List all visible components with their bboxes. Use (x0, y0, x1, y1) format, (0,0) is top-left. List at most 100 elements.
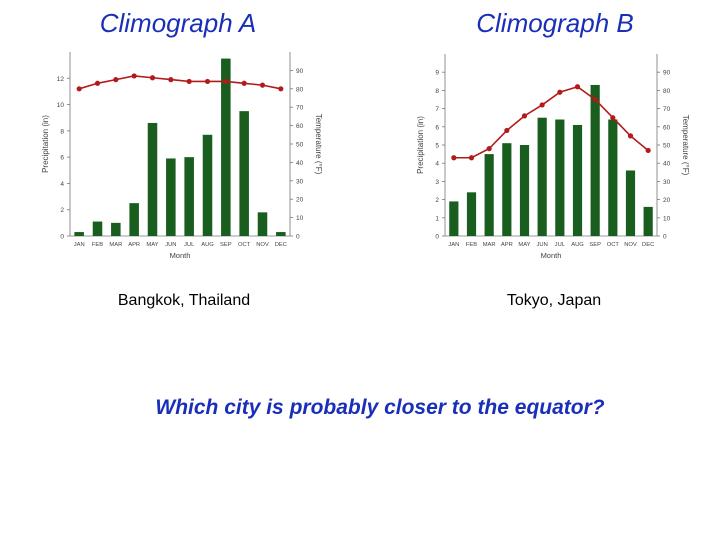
left-axis-title: Precipitation (in) (416, 116, 425, 174)
temperature-point (241, 80, 247, 86)
precipitation-bar (166, 158, 176, 236)
right-tick-label: 80 (296, 86, 304, 93)
temperature-point (592, 96, 598, 103)
month-tick-label: MAY (518, 242, 530, 248)
temperature-line (453, 85, 649, 159)
right-tick-label: 70 (663, 106, 671, 113)
precipitation-bar (147, 122, 158, 236)
month-tick-label: FEB (466, 242, 477, 248)
precipitation-bar (184, 157, 194, 236)
temperature-point (278, 86, 284, 92)
left-tick-label: 2 (435, 197, 439, 204)
right-tick-label: 30 (296, 178, 304, 185)
month-tick-label: AUG (201, 242, 214, 248)
right-tick-label: 60 (663, 124, 671, 131)
month-tick-label: NOV (256, 242, 269, 248)
precipitation-bar (276, 232, 286, 236)
left-tick-label: 0 (435, 234, 439, 241)
temperature-point (204, 78, 211, 85)
climograph-a-title: Climograph A (99, 8, 257, 38)
temperature-point (645, 147, 651, 154)
temperature-point (149, 75, 156, 81)
left-tick-label: 1 (435, 215, 439, 222)
precipitation-bar (221, 58, 231, 236)
month-tick-label: MAR (109, 242, 122, 248)
climograph-b-city-label: Tokyo, Japan (506, 292, 602, 309)
left-tick-label: 5 (435, 143, 439, 150)
month-tick-label: JUL (555, 242, 566, 248)
month-tick-label: DEC (275, 242, 287, 248)
right-tick-label: 10 (296, 215, 304, 222)
left-tick-label: 10 (57, 102, 65, 109)
month-tick-label: JUN (537, 242, 548, 248)
left-tick-label: 8 (435, 88, 439, 95)
precipitation-bar (643, 206, 653, 236)
precipitation-bar (625, 170, 636, 236)
right-tick-label: 30 (663, 179, 671, 186)
temperature-point (223, 78, 229, 85)
month-tick-label: MAY (146, 242, 158, 248)
left-tick-label: 4 (435, 161, 439, 168)
precipitation-bar (239, 111, 249, 236)
temperature-line (78, 75, 281, 90)
right-tick-label: 50 (296, 142, 304, 149)
month-tick-label: NOV (624, 242, 637, 248)
right-tick-label: 40 (663, 161, 671, 168)
month-tick-label: OCT (238, 242, 251, 248)
precipitation-bar (129, 203, 139, 236)
temperature-point (94, 80, 101, 86)
precipitation-bar (537, 117, 547, 236)
temperature-point (539, 102, 545, 108)
right-tick-label: 20 (296, 197, 304, 204)
temperature-point (504, 127, 510, 134)
precipitation-bar (92, 221, 103, 236)
month-tick-label: JUL (184, 242, 195, 248)
temperature-point (557, 89, 563, 95)
month-tick-label: SEP (589, 242, 601, 248)
temperature-point (468, 155, 475, 161)
month-tick-label: APR (501, 242, 513, 248)
climograph-b-title: Climograph B (476, 8, 634, 38)
right-tick-label: 90 (663, 70, 671, 77)
left-tick-label: 2 (60, 207, 64, 214)
right-tick-label: 50 (663, 143, 671, 150)
left-tick-label: 9 (435, 70, 439, 77)
left-tick-label: 4 (60, 181, 64, 188)
left-tick-label: 6 (435, 124, 439, 131)
right-tick-label: 70 (296, 105, 304, 112)
month-tick-label: JAN (448, 242, 459, 248)
right-tick-label: 20 (663, 197, 671, 204)
month-tick-label: DEC (642, 242, 654, 248)
left-axis-title: Precipitation (in) (41, 115, 50, 173)
precipitation-bar (590, 84, 600, 236)
month-tick-label: OCT (607, 242, 620, 248)
precipitation-bar (449, 201, 459, 236)
right-tick-label: 80 (663, 88, 671, 95)
temperature-point (451, 155, 457, 161)
month-tick-label: MAR (483, 242, 496, 248)
right-tick-label: 0 (296, 234, 300, 241)
month-tick-label: APR (128, 242, 140, 248)
right-tick-label: 60 (296, 123, 304, 130)
month-tick-label: FEB (92, 242, 103, 248)
temperature-point (259, 82, 266, 88)
left-tick-label: 7 (435, 106, 439, 113)
precipitation-bar (257, 212, 268, 236)
precipitation-bar (466, 192, 477, 236)
precipitation-bar (111, 222, 121, 236)
left-tick-label: 3 (435, 179, 439, 186)
right-axis-title: Temperature (°F) (681, 115, 690, 176)
right-axis-title: Temperature (°F) (314, 114, 323, 175)
right-tick-label: 90 (296, 68, 304, 75)
temperature-point (574, 84, 581, 90)
temperature-point (627, 133, 634, 139)
month-tick-label: JAN (74, 242, 85, 248)
climograph-a-chart: 0 2 4 6 8 10 12 0 10 20 30 40 50 60 70 80 90 JAN FEB MAR APR… (41, 52, 323, 260)
right-tick-label: 40 (296, 160, 304, 167)
climograph-a-city-label: Bangkok, Thailand (117, 292, 251, 309)
left-tick-label: 0 (60, 234, 64, 241)
temperature-point (76, 86, 82, 92)
temperature-point (610, 115, 616, 121)
temperature-point (168, 77, 174, 83)
